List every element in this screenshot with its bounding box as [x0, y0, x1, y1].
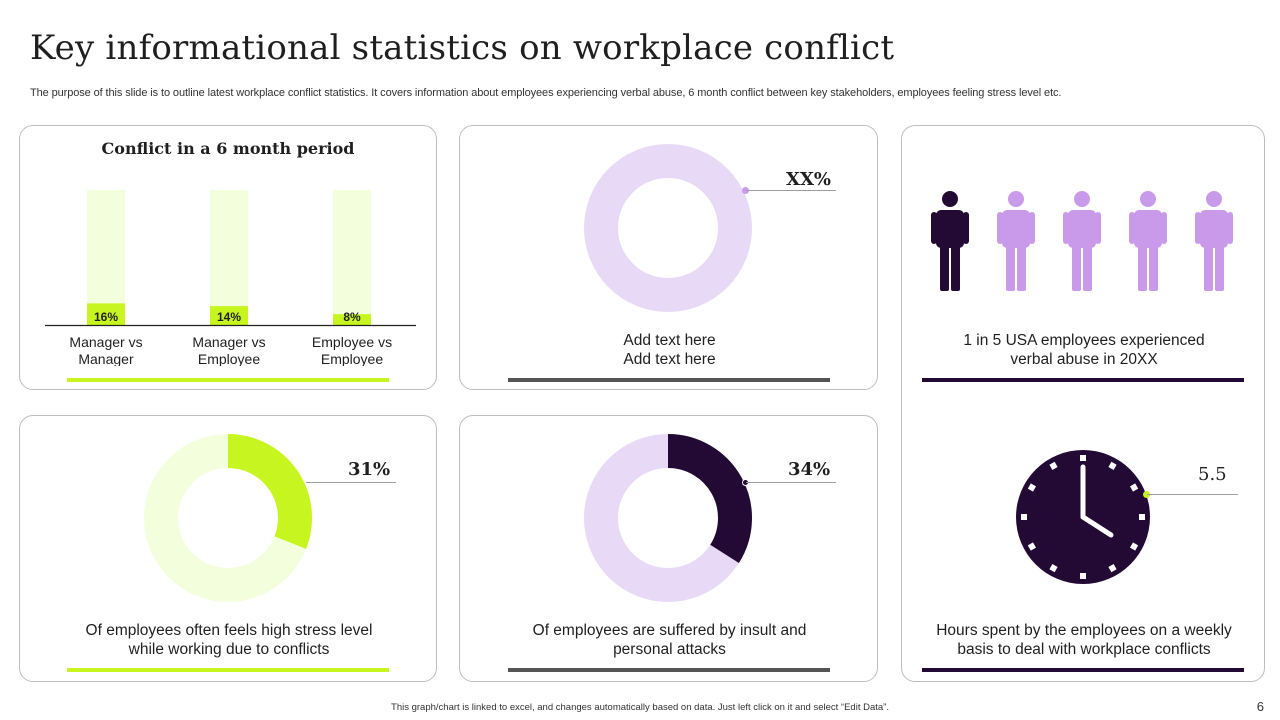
caption-line-2: personal attacks — [613, 641, 726, 658]
bar-category-label: Employee — [321, 351, 383, 366]
card-accent-line — [67, 378, 389, 382]
caption-line-1: Hours spent by the employees on a weekly — [936, 622, 1232, 639]
stress-donut-card: 31% Of employees often feels high stress… — [19, 415, 437, 682]
donut-value-label: XX% — [786, 169, 832, 190]
clock-tick — [1027, 542, 1037, 551]
caption-line-2: while working due to conflicts — [128, 641, 330, 658]
leader-line — [746, 482, 836, 483]
caption-line-2: basis to deal with workplace conflicts — [957, 641, 1211, 658]
bar-category-label: Manager — [78, 351, 134, 366]
insult-caption: Of employees are suffered by insult and … — [460, 621, 879, 659]
bar-category-label: Employee — [198, 351, 260, 366]
donut-caption: Add text here Add text here — [460, 331, 879, 369]
card-accent-line — [67, 668, 389, 672]
leader-line — [746, 190, 836, 191]
clock-tick — [1129, 483, 1139, 492]
caption-line-1: Add text here — [623, 332, 716, 349]
people-caption: 1 in 5 USA employees experienced verbal … — [902, 331, 1266, 369]
bar-value-label: 8% — [343, 310, 361, 324]
insult-value-label: 34% — [788, 459, 831, 480]
caption-line-2: Add text here — [623, 351, 716, 368]
clock-tick — [1021, 514, 1027, 520]
clock-tick — [1049, 563, 1058, 573]
donut-ring — [584, 144, 752, 312]
bar-track — [333, 190, 371, 325]
clock-tick — [1108, 563, 1117, 573]
stress-caption: Of employees often feels high stress lev… — [20, 621, 438, 659]
leader-line — [306, 482, 396, 483]
person-icon — [1195, 191, 1233, 291]
bar-track — [210, 190, 248, 325]
bar-chart-card: Conflict in a 6 month period 16% Manager … — [19, 125, 437, 390]
bar-category-label: Employee vs — [312, 334, 392, 350]
clock-tick — [1108, 461, 1117, 471]
caption-line-1: 1 in 5 USA employees experienced — [963, 332, 1205, 349]
clock-caption: Hours spent by the employees on a weekly… — [902, 621, 1266, 659]
card-accent-line — [922, 378, 1244, 382]
caption-line-1: Of employees often feels high stress lev… — [85, 622, 373, 639]
donut-card-placeholder: XX% Add text here Add text here — [459, 125, 878, 390]
card-accent-line — [922, 668, 1244, 672]
insult-donut-chart — [584, 434, 752, 602]
bar — [210, 306, 248, 325]
stress-value-label: 31% — [348, 459, 391, 480]
footer-note: This graph/chart is linked to excel, and… — [391, 702, 889, 713]
clock-tick — [1049, 461, 1058, 471]
donut-chart-placeholder — [584, 144, 752, 312]
people-clock-card: 1 in 5 USA employees experienced verbal … — [901, 125, 1265, 682]
page-subtitle: The purpose of this slide is to outline … — [30, 87, 1062, 99]
bar-chart-title: Conflict in a 6 month period — [101, 139, 355, 158]
person-icon — [1129, 191, 1167, 291]
clock-icon — [1016, 450, 1150, 584]
bar — [87, 303, 125, 325]
insult-donut-card: 34% Of employees are suffered by insult … — [459, 415, 878, 682]
leader-line — [1147, 494, 1238, 495]
stress-donut-chart — [144, 434, 312, 602]
person-icon — [931, 191, 969, 291]
page-number: 6 — [1256, 699, 1264, 714]
bar-category-label: Manager vs — [192, 334, 265, 350]
person-icon — [997, 191, 1035, 291]
leader-dot — [1143, 491, 1150, 498]
clock-tick — [1139, 514, 1145, 520]
clock-tick — [1027, 483, 1037, 492]
bar-track — [87, 190, 125, 325]
card-accent-line — [508, 378, 830, 382]
clock-hour-hand — [1080, 514, 1114, 538]
leader-dot — [742, 187, 749, 194]
donut-segment — [667, 434, 752, 563]
caption-line-1: Of employees are suffered by insult and — [532, 622, 807, 639]
card-accent-line — [508, 668, 830, 672]
bar-category-label: Manager vs — [69, 334, 142, 350]
bar-value-label: 14% — [217, 310, 241, 324]
page-title: Key informational statistics on workplac… — [30, 28, 895, 68]
clock-value-label: 5.5 — [1198, 464, 1227, 485]
bar — [333, 314, 371, 325]
caption-line-2: verbal abuse in 20XX — [1010, 351, 1158, 368]
people-icons — [931, 191, 1233, 291]
clock-tick — [1129, 542, 1139, 551]
donut-segment — [227, 434, 312, 549]
clock-tick — [1080, 455, 1086, 461]
person-icon — [1063, 191, 1101, 291]
bar-value-label: 16% — [94, 310, 118, 324]
clock-tick — [1080, 573, 1086, 579]
